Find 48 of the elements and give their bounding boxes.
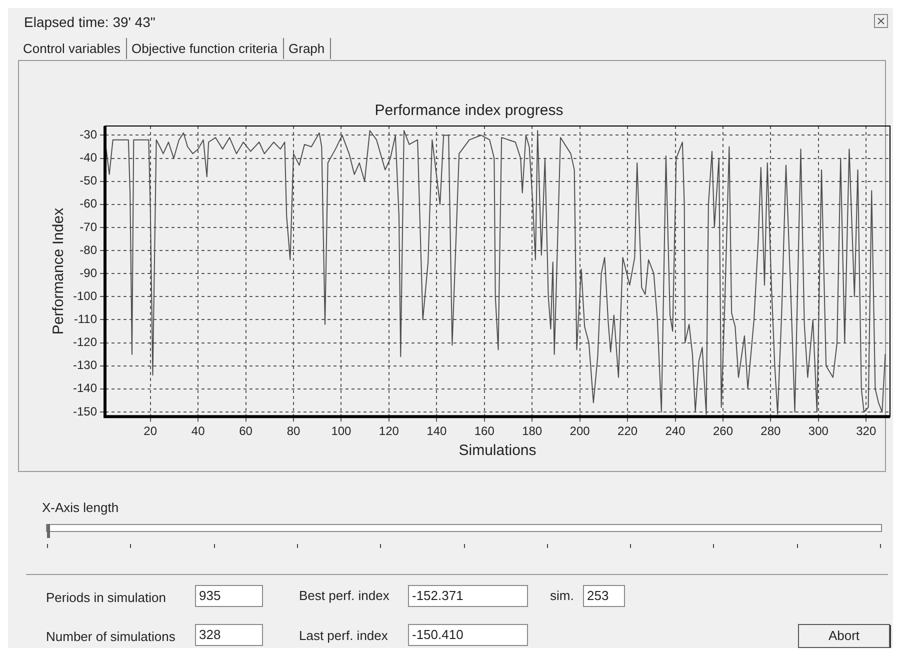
x-tick-label: 60 [239,424,253,438]
text: -152.371 [408,585,528,607]
y-tick-label: -140 [72,381,98,396]
text: 328 [195,624,263,646]
x-tick-label: 100 [331,424,352,438]
text: Last perf. index [299,628,388,643]
text: Elapsed time: 39' 43" [24,14,156,30]
x-tick-label: 220 [618,424,638,438]
y-tick-label: -90 [80,266,98,280]
x-tick-label: 260 [712,424,734,438]
text: Graph [284,38,331,59]
x-tick-label: 160 [474,424,495,438]
x-tick-label: 240 [665,424,686,438]
y-tick-label: -70 [80,220,98,234]
x-tick-label: 20 [144,424,158,438]
text: Best perf. index [299,588,390,603]
x-tick-label: 80 [286,424,301,438]
y-tick-label: -120 [72,335,98,350]
x-tick-label: 320 [856,424,876,438]
text: Number of simulations [46,629,176,644]
text: sim. [550,588,574,603]
y-tick-label: -100 [72,288,98,303]
y-tick-label: -150 [72,404,98,418]
chart-title: Performance index progress [374,102,564,120]
x-tick-label: 200 [570,424,590,438]
x-tick-label: 280 [760,424,782,438]
text: 935 [195,585,263,607]
text: Control variables [18,38,127,59]
text: Periods in simulation [46,590,166,605]
x-tick-label: 300 [808,424,829,438]
y-tick-label: -40 [80,150,98,165]
x-tick-label: 180 [522,424,542,438]
y-tick-label: -50 [80,174,98,188]
text: Objective function criteria [126,38,284,59]
y-axis-title: Performance Index [50,207,68,335]
y-tick-label: -30 [80,128,98,142]
text: X-Axis length [42,500,119,515]
x-tick-label: 40 [191,424,206,438]
y-tick-label: -60 [80,196,98,211]
x-tick-label: 120 [378,424,400,438]
text: Abort [798,624,890,648]
text: -150.410 [408,624,528,646]
y-tick-label: -110 [74,312,98,326]
y-tick-label: -80 [80,242,98,257]
y-tick-label: -130 [72,358,98,372]
text: 253 [583,585,625,607]
x-tick-label: 140 [426,424,447,438]
x-axis-title: Simulations [458,442,536,460]
